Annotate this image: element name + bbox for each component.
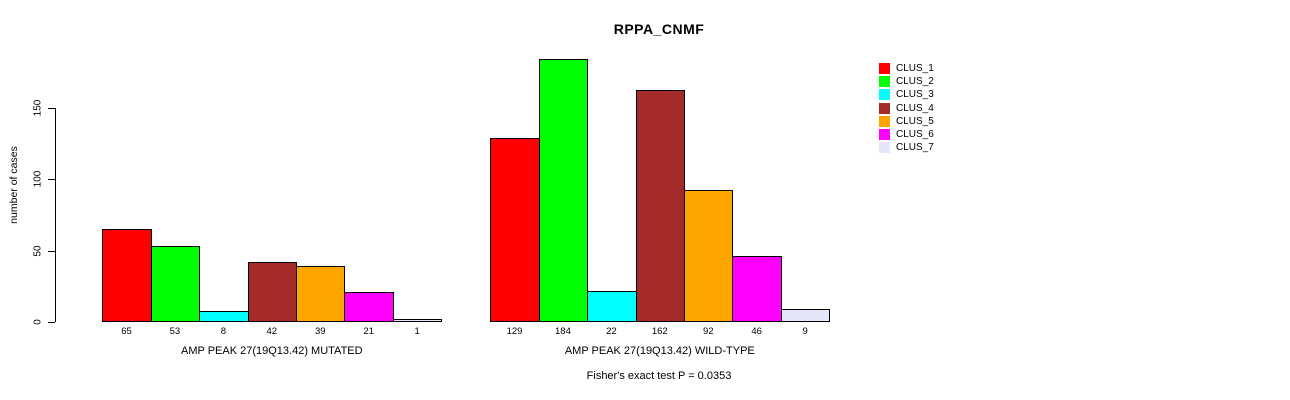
y-tick bbox=[48, 322, 55, 323]
bar-clus_3 bbox=[587, 290, 637, 322]
legend-swatch bbox=[879, 142, 890, 154]
bar-clus_4 bbox=[635, 90, 685, 322]
bar-value-label: 1 bbox=[414, 326, 420, 337]
bar-value-label: 8 bbox=[220, 326, 227, 337]
legend-label: CLUS_2 bbox=[896, 76, 934, 88]
legend-item: CLUS_7 bbox=[879, 141, 934, 154]
y-tick bbox=[48, 107, 55, 109]
bar-value-label: 46 bbox=[751, 326, 762, 337]
bar-clus_5 bbox=[296, 266, 346, 322]
bar-clus_4 bbox=[247, 261, 297, 322]
bar-value-label: 39 bbox=[314, 326, 326, 337]
bar-clus_2 bbox=[538, 58, 589, 322]
legend-label: CLUS_1 bbox=[896, 63, 934, 75]
legend-label: CLUS_3 bbox=[896, 89, 934, 101]
bar-clus_6 bbox=[732, 256, 782, 322]
bar-clus_7 bbox=[392, 319, 443, 322]
bar-value-label: 53 bbox=[169, 326, 181, 337]
legend-label: CLUS_4 bbox=[896, 102, 934, 114]
y-tick-label: 50 bbox=[32, 244, 44, 257]
bar-value-label: 21 bbox=[363, 326, 374, 337]
bar-clus_3 bbox=[199, 310, 249, 322]
bar-value-label: 162 bbox=[651, 326, 668, 337]
fisher-test-note: Fisher's exact test P = 0.0353 bbox=[586, 370, 732, 382]
legend-item: CLUS_6 bbox=[879, 128, 934, 141]
bar-clus_5 bbox=[684, 190, 734, 322]
legend-label: CLUS_7 bbox=[896, 142, 934, 154]
group-label: AMP PEAK 27(19Q13.42) MUTATED bbox=[181, 345, 363, 357]
legend-swatch bbox=[879, 76, 890, 88]
legend-swatch bbox=[879, 129, 890, 141]
y-tick bbox=[48, 250, 55, 252]
bar-clus_1 bbox=[490, 137, 540, 322]
chart-title: RPPA_CNMF bbox=[613, 21, 705, 37]
legend-item: CLUS_4 bbox=[879, 102, 934, 115]
legend-label: CLUS_5 bbox=[896, 115, 934, 127]
y-tick-label: 0 bbox=[32, 319, 44, 325]
legend-swatch bbox=[879, 63, 890, 75]
bar-clus_1 bbox=[102, 229, 152, 322]
bar-value-label: 22 bbox=[606, 326, 617, 337]
legend-label: CLUS_6 bbox=[896, 129, 934, 141]
bar-value-label: 184 bbox=[555, 326, 571, 337]
y-tick-label: 100 bbox=[32, 170, 44, 188]
legend-item: CLUS_2 bbox=[879, 75, 934, 88]
bar-value-label: 42 bbox=[266, 326, 278, 337]
legend-swatch bbox=[879, 102, 890, 114]
bar-clus_2 bbox=[150, 246, 201, 322]
bar-value-label: 92 bbox=[702, 326, 714, 337]
group-label: AMP PEAK 27(19Q13.42) WILD-TYPE bbox=[564, 345, 755, 357]
legend: CLUS_1 CLUS_2 CLUS_3 CLUS_4 CLUS_5 CLUS_6 CLUS… bbox=[879, 62, 934, 154]
bar-value-label: 9 bbox=[802, 326, 808, 337]
legend-swatch bbox=[879, 89, 890, 101]
y-axis-line bbox=[55, 107, 56, 322]
legend-item: CLUS_1 bbox=[879, 62, 934, 75]
bar-clus_6 bbox=[344, 291, 394, 322]
y-tick bbox=[48, 179, 55, 180]
bar-clus_7 bbox=[780, 309, 831, 322]
legend-swatch bbox=[879, 115, 890, 127]
y-axis-label: number of cases bbox=[8, 146, 20, 224]
bar-value-label: 65 bbox=[121, 326, 132, 337]
bar-value-label: 129 bbox=[506, 326, 523, 337]
legend-item: CLUS_3 bbox=[879, 88, 934, 101]
legend-item: CLUS_5 bbox=[879, 115, 934, 128]
y-tick-label: 150 bbox=[32, 99, 44, 116]
